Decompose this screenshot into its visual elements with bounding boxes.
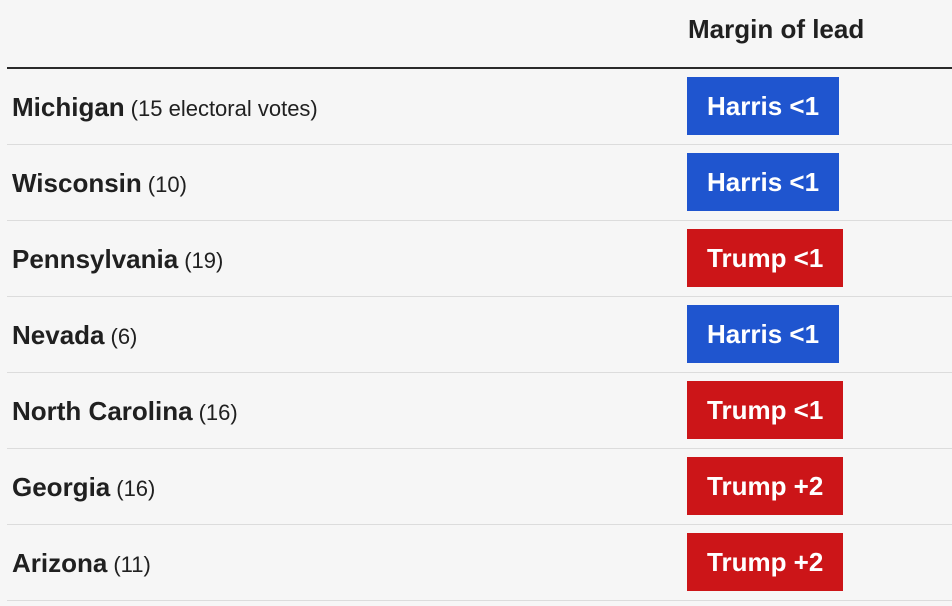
lead-badge: Trump <1 xyxy=(687,229,844,287)
table-row: North Carolina (16) Trump <1 xyxy=(7,373,952,449)
electoral-votes: (16) xyxy=(198,400,238,425)
table-row: Arizona (11) Trump +2 xyxy=(7,525,952,601)
state-cell: Arizona (11) xyxy=(12,525,151,601)
electoral-votes: (15 electoral votes) xyxy=(130,96,318,121)
lead-badge: Trump +2 xyxy=(687,533,844,591)
state-name: Wisconsin xyxy=(12,168,142,198)
lead-badge: Harris <1 xyxy=(687,153,840,211)
table-row: Pennsylvania (19) Trump <1 xyxy=(7,221,952,297)
electoral-votes: (11) xyxy=(113,552,151,577)
state-name: Georgia xyxy=(12,472,111,502)
state-name: Pennsylvania xyxy=(12,244,179,274)
state-cell: Michigan (15 electoral votes) xyxy=(12,69,318,145)
lead-badge: Harris <1 xyxy=(687,77,840,135)
electoral-votes: (19) xyxy=(184,248,224,273)
state-name: Michigan xyxy=(12,92,125,122)
state-name: Nevada xyxy=(12,320,105,350)
state-cell: North Carolina (16) xyxy=(12,373,238,449)
lead-badge: Harris <1 xyxy=(687,305,840,363)
electoral-votes: (10) xyxy=(147,172,187,197)
table-row: Georgia (16) Trump +2 xyxy=(7,449,952,525)
state-cell: Georgia (16) xyxy=(12,449,155,525)
lead-badge: Trump <1 xyxy=(687,381,844,439)
state-cell: Wisconsin (10) xyxy=(12,145,187,221)
state-cell: Pennsylvania (19) xyxy=(12,221,223,297)
state-name: Arizona xyxy=(12,548,108,578)
column-title: Margin of lead xyxy=(688,14,865,44)
table-row: Nevada (6) Harris <1 xyxy=(7,297,952,373)
electoral-votes: (16) xyxy=(116,476,156,501)
state-cell: Nevada (6) xyxy=(12,297,137,373)
table-row: Wisconsin (10) Harris <1 xyxy=(7,145,952,221)
electoral-votes: (6) xyxy=(110,324,138,349)
lead-badge: Trump +2 xyxy=(687,457,844,515)
table-row: Michigan (15 electoral votes) Harris <1 xyxy=(7,69,952,145)
header: Margin of lead xyxy=(7,0,952,69)
state-name: North Carolina xyxy=(12,396,193,426)
